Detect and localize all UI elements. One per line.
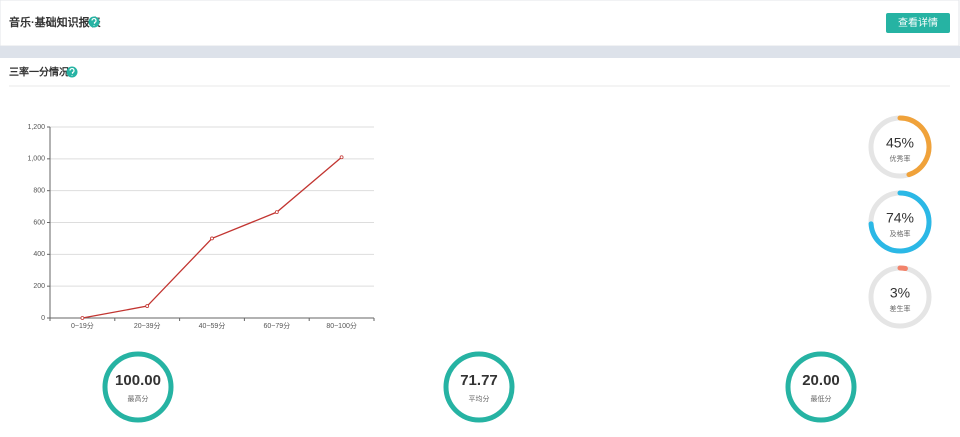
separator-band bbox=[0, 46, 960, 58]
y-tick-label: 1,200 bbox=[27, 124, 45, 131]
detail-button[interactable] bbox=[886, 13, 950, 33]
x-tick-label: 20~39分 bbox=[134, 321, 161, 330]
y-tick-label: 200 bbox=[33, 283, 45, 290]
rate-ring-arc bbox=[897, 115, 932, 178]
header-panel bbox=[0, 0, 960, 47]
data-point bbox=[145, 304, 150, 308]
rate-value: 3% bbox=[890, 285, 910, 301]
data-point bbox=[80, 316, 85, 320]
rate-name: 及格率 bbox=[890, 229, 911, 238]
stat-ring bbox=[785, 351, 857, 423]
rate-ring-arc bbox=[868, 190, 932, 254]
data-point bbox=[339, 155, 344, 160]
x-tick-label: 40~59分 bbox=[199, 321, 226, 330]
y-tick-label: 400 bbox=[33, 251, 45, 258]
x-tick-label: 80~100分 bbox=[326, 321, 357, 330]
help-icon[interactable] bbox=[66, 66, 78, 78]
stat-ring bbox=[102, 351, 174, 423]
stat-label: 最低分 bbox=[811, 394, 832, 403]
stat-ring bbox=[443, 351, 515, 423]
data-point bbox=[274, 210, 279, 215]
x-tick-label: 0~19分 bbox=[71, 321, 94, 330]
rate-name: 优秀率 bbox=[890, 154, 911, 163]
y-tick-label: 1,000 bbox=[27, 156, 45, 163]
rate-value: 45% bbox=[886, 135, 914, 151]
rate-ring-arc bbox=[897, 265, 908, 272]
y-tick-label: 800 bbox=[33, 188, 45, 195]
y-tick-label: 600 bbox=[33, 219, 45, 226]
stat-value: 100.00 bbox=[115, 372, 161, 389]
button-label[interactable]: 查看详情 bbox=[898, 16, 938, 29]
section-title: 三率一分情况 bbox=[9, 66, 69, 79]
x-tick-label: 60~79分 bbox=[263, 321, 290, 330]
data-point bbox=[210, 236, 214, 241]
rate-name: 差生率 bbox=[890, 304, 911, 313]
help-icon[interactable] bbox=[88, 16, 100, 28]
stat-label: 平均分 bbox=[469, 394, 490, 403]
stat-value: 20.00 bbox=[802, 372, 840, 389]
header-title: 音乐·基础知识报表 bbox=[9, 15, 102, 29]
stat-value: 71.77 bbox=[460, 372, 498, 389]
stat-label: 最高分 bbox=[128, 394, 149, 403]
y-tick-label: 0 bbox=[41, 315, 45, 322]
rate-value: 74% bbox=[886, 210, 914, 226]
